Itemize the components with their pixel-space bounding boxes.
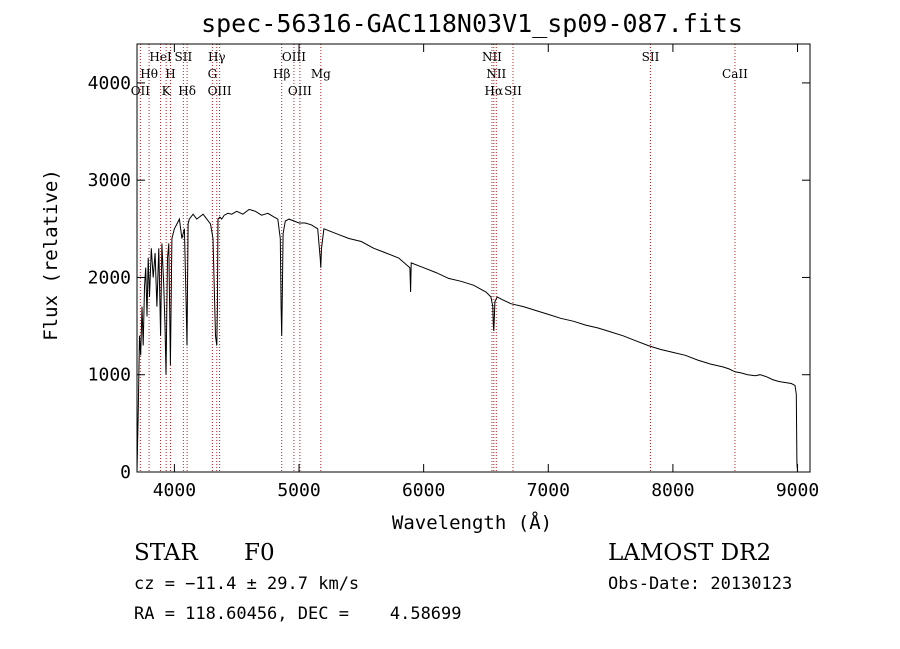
spectral-line-label: Mg xyxy=(311,67,331,81)
spectral-line-label: NII xyxy=(486,67,506,81)
spectral-line-label: CaII xyxy=(722,67,748,81)
spectral-line-label: NII xyxy=(482,50,502,64)
y-tick-label: 2000 xyxy=(88,267,131,288)
spectral-line-label: Hθ xyxy=(140,67,158,81)
subclass-label: F0 xyxy=(244,540,275,566)
spectral-line-label: Hα xyxy=(485,84,504,98)
y-tick-label: 1000 xyxy=(88,365,131,386)
survey-label: LAMOST DR2 xyxy=(608,540,772,566)
coordinates-text: RA = 118.60456, DEC = 4.58699 xyxy=(134,604,462,624)
x-tick-label: 8000 xyxy=(651,480,694,501)
spectral-line-label: G xyxy=(208,67,218,81)
obs-date-text: Obs-Date: 20130123 xyxy=(608,574,793,594)
x-tick-label: 9000 xyxy=(776,480,819,501)
x-axis-label: Wavelength (Å) xyxy=(392,511,552,534)
y-tick-label: 4000 xyxy=(88,73,131,94)
spectral-line-label: Hδ xyxy=(178,84,196,98)
spectral-line-label: HeI xyxy=(149,50,172,64)
spectral-line-markers: OIIHθHeIKHSIIHδHγGOIIIHβOIIIOIIIMgNIINII… xyxy=(131,44,748,472)
spectrum-line xyxy=(136,208,798,473)
spectral-line-label: K xyxy=(162,84,172,98)
y-axis-label: Flux (relative) xyxy=(40,169,62,341)
spectral-line-label: Hγ xyxy=(208,50,226,64)
y-tick-label: 0 xyxy=(120,462,131,483)
x-tick-label: 7000 xyxy=(527,480,570,501)
spectral-line-label: SII xyxy=(175,50,193,64)
class-label: STAR xyxy=(134,540,198,566)
spectral-line-label: H xyxy=(165,67,175,81)
x-axis-ticks: 4000 5000 6000 7000 8000 9000 xyxy=(153,44,819,501)
x-tick-label: 4000 xyxy=(153,480,196,501)
spectral-line-label: Hβ xyxy=(273,67,290,81)
spectral-line-label: OIII xyxy=(208,84,232,98)
y-tick-label: 3000 xyxy=(88,170,131,191)
x-tick-label: 6000 xyxy=(402,480,445,501)
redshift-text: cz = −11.4 ± 29.7 km/s xyxy=(134,574,360,594)
spectral-line-label: OII xyxy=(131,84,151,98)
y-axis-ticks: 0 1000 2000 3000 4000 xyxy=(88,73,810,483)
spectral-line-label: OIII xyxy=(282,50,306,64)
x-tick-label: 5000 xyxy=(277,480,320,501)
plot-frame xyxy=(136,43,811,473)
spectral-line-label: SII xyxy=(642,50,660,64)
chart-title: spec-56316-GAC118N03V1_sp09-087.fits xyxy=(201,9,743,38)
spectral-line-label: SII xyxy=(504,84,522,98)
spectral-line-label: OIII xyxy=(288,84,312,98)
